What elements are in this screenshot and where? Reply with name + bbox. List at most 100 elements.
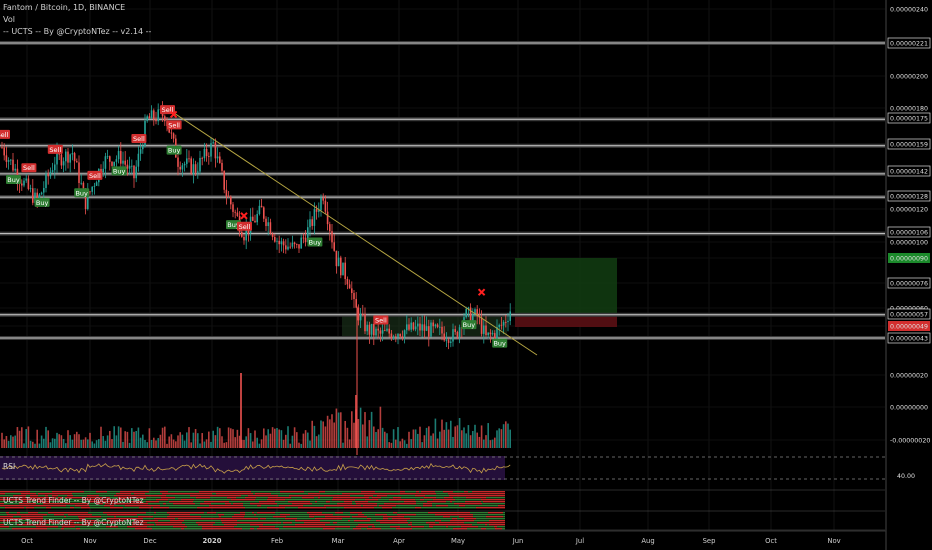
- trend-segment: [271, 493, 284, 495]
- candle-body: [467, 307, 470, 309]
- trend-segment: [404, 516, 410, 518]
- trend-segment: [131, 491, 139, 493]
- trend-segment: [350, 526, 356, 528]
- trend-segment: [3, 528, 7, 530]
- signal-text: Sell: [23, 164, 35, 172]
- trend-segment: [298, 507, 302, 509]
- candle-body: [421, 324, 423, 331]
- trend-segment: [104, 518, 107, 520]
- trend-segment: [492, 512, 503, 514]
- trend-segment: [23, 520, 32, 522]
- price-tick: 0.00000240: [890, 7, 928, 14]
- trend-segment: [267, 524, 280, 526]
- candle-body: [106, 156, 109, 158]
- trend-segment: [364, 514, 375, 516]
- volume-bar: [18, 430, 21, 448]
- candle-body: [322, 197, 324, 201]
- volume-bar: [40, 435, 43, 448]
- candle-body: [82, 182, 85, 189]
- trend-segment: [54, 518, 62, 520]
- trend-segment: [136, 526, 138, 528]
- volume-bar: [386, 433, 388, 448]
- candle-body: [32, 188, 34, 203]
- candle-body: [34, 192, 36, 203]
- trend-segment: [284, 493, 294, 495]
- candle-body: [300, 237, 302, 249]
- trend-segment: [431, 514, 435, 516]
- candle-body: [111, 161, 113, 166]
- candle-body: [505, 321, 507, 323]
- trend-segment: [397, 514, 406, 516]
- trend-segment: [169, 518, 175, 520]
- volume-bar: [258, 443, 261, 448]
- time-label: Sep: [703, 537, 716, 545]
- trend-segment: [494, 503, 505, 505]
- trend-segment: [481, 518, 483, 520]
- trend-segment: [318, 524, 325, 526]
- trend-segment: [377, 512, 385, 514]
- trend-segment: [47, 514, 54, 516]
- trend-segment: [452, 516, 459, 518]
- price-axis[interactable]: 0.000002400.000002210.000002000.00000180…: [885, 0, 931, 550]
- trend-segment: [0, 524, 4, 526]
- trend-segment: [315, 528, 323, 530]
- time-axis[interactable]: Oct Nov Dec 2020 Feb Mar Apr May Jun Jul Aug Sep Oct…: [0, 530, 886, 545]
- time-label: Apr: [393, 537, 405, 545]
- trend-segment: [215, 495, 224, 497]
- trend-segment: [158, 520, 170, 522]
- candle-body: [188, 158, 190, 160]
- price-badge: [887, 37, 931, 49]
- trend-segment: [131, 516, 138, 518]
- trend-segment: [277, 503, 292, 505]
- price-tick: 0.00000000: [890, 405, 928, 412]
- volume-bar: [60, 435, 63, 448]
- volume-bar: [208, 431, 210, 448]
- candle-body: [342, 262, 344, 276]
- trend-segment: [14, 497, 19, 499]
- trend-segment: [455, 499, 468, 501]
- trend-segment: [357, 497, 369, 499]
- trend-segment: [160, 514, 166, 516]
- trend-segment: [178, 507, 184, 509]
- price-badge: [887, 332, 931, 344]
- trend-segment: [280, 514, 288, 516]
- volume-bar: [414, 429, 417, 448]
- trend-segment: [82, 505, 89, 507]
- trend-segment: [308, 493, 315, 495]
- trend-segment: [273, 516, 286, 518]
- price-label: 0.00000106: [890, 230, 928, 237]
- trend-segment: [0, 528, 3, 530]
- trend-segment: [237, 524, 250, 526]
- candle-body: [102, 168, 104, 173]
- trend-segment: [66, 505, 75, 507]
- stop-zone: [515, 315, 617, 327]
- volume-bar: [485, 435, 487, 448]
- volume-bar: [157, 438, 159, 448]
- volume-bar: [483, 439, 485, 448]
- trend-segment: [347, 514, 358, 516]
- trend-segment: [303, 495, 310, 497]
- candle-body: [318, 210, 320, 212]
- candle-body: [423, 324, 426, 331]
- trend-segment: [0, 512, 6, 514]
- trend-segment: [265, 528, 279, 530]
- trend-segment: [344, 499, 355, 501]
- trend-segment: [124, 520, 130, 522]
- price-label: 0.00000049: [890, 324, 928, 331]
- trend-segment: [241, 505, 243, 507]
- trend-segment: [354, 518, 367, 520]
- volume-bar: [80, 439, 82, 448]
- trend-segment: [434, 524, 444, 526]
- volume-bar: [293, 427, 296, 448]
- trend-segment: [423, 528, 437, 530]
- trend-segment: [173, 505, 175, 507]
- volume-bar: [153, 437, 155, 448]
- volume-bar: [5, 435, 8, 448]
- candle-body: [315, 209, 318, 212]
- volume-bar: [472, 431, 474, 448]
- trend-segment: [245, 507, 255, 509]
- trend-segment: [333, 497, 335, 499]
- trend-segment: [143, 518, 154, 520]
- trend-segment: [41, 491, 52, 493]
